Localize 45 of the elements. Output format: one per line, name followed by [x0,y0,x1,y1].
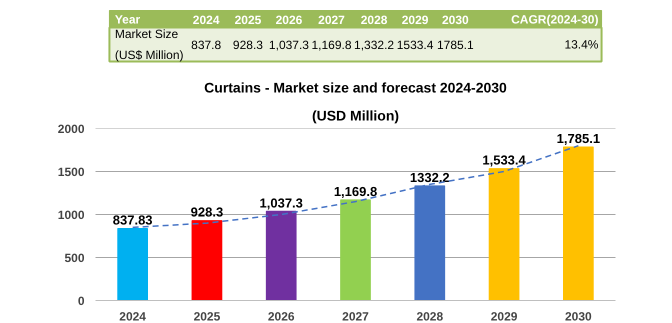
x-tick-label: 2026 [268,310,295,323]
y-tick-label: 0 [78,294,85,308]
text: 2027 [318,13,346,27]
x-tick-label: 2028 [416,310,444,323]
bar [563,146,594,300]
text: 928.3 [232,38,264,52]
text: Market Size (US$ Million) [114,27,184,62]
text: 2024 [192,13,220,27]
text: 2028 [360,13,388,27]
bar [192,220,222,300]
y-tick-label: 2000 [58,122,85,136]
data-label: 837.83 [112,212,153,228]
text: 1,332.2 [354,38,394,52]
bar [266,210,297,300]
text: 1785.1 [436,38,474,52]
text: CAGR(2024-30) [511,12,598,26]
y-tick-label: 1000 [58,208,85,222]
text: 2030 [442,13,469,27]
x-tick-label: 2030 [565,310,592,323]
text: 1,037.3 [268,38,310,52]
bar [340,199,371,300]
text: Year [114,12,141,26]
x-tick-label: 2027 [342,310,370,323]
text: 1,169.8 [311,38,352,52]
data-label: 1332.2 [410,170,450,185]
x-tick-label: 2029 [490,310,518,323]
text: 837.8 [191,38,222,52]
bar [488,168,520,300]
x-tick-label: 2024 [119,310,146,323]
data-label: 1,169.8 [334,184,378,199]
data-label: 1,533.4 [482,152,527,168]
text: 2025 [234,13,262,27]
text: 2029 [402,13,429,27]
bar [117,228,148,300]
data-label: 928.3 [190,204,224,220]
data-label: 1,037.3 [260,195,303,210]
chart-subtitle: (USD Million) [312,108,400,124]
y-tick-label: 500 [64,251,85,265]
text: 13.4% [564,38,599,52]
chart-title: Curtains - Market size and forecast 2024-2030 [204,80,508,96]
y-tick-label: 1500 [58,165,85,179]
data-label: 1,785.1 [556,130,600,146]
text: 1533.4 [396,38,434,52]
x-tick-label: 2025 [194,310,221,323]
text: 2026 [276,13,303,27]
